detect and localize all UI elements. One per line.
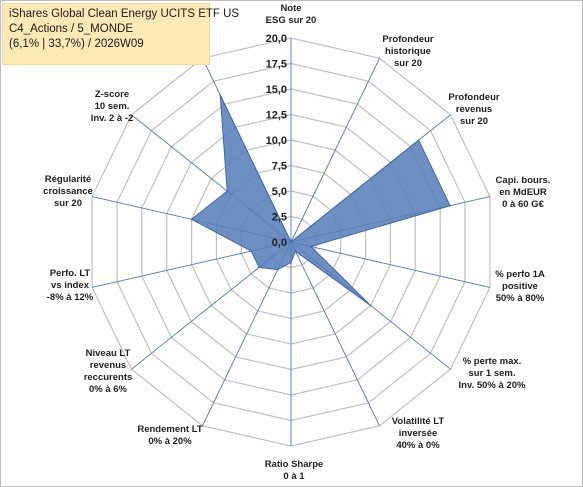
data-point <box>219 94 221 96</box>
data-point <box>417 139 420 141</box>
chart-title-line-1: iShares Global Clean Energy UCITS ETF US <box>9 8 240 20</box>
axis-spoke <box>290 241 491 288</box>
series-area <box>190 94 451 307</box>
tick-label: 2,5 <box>272 212 287 224</box>
axis-label: Perfo. LT vs index -8% à 12% <box>47 268 94 303</box>
axis-label: % perfo 1A positive 50% à 80% <box>495 269 545 304</box>
data-point <box>290 261 292 264</box>
chart-title-box: iShares Global Clean Energy UCITS ETF US… <box>2 3 240 65</box>
tick-label: 5,0 <box>272 186 287 198</box>
axis-label: Niveau LT revenus reccurents 0% à 6% <box>84 348 133 395</box>
axis-label: Ratio Sharpe 0 à 1 <box>265 459 324 482</box>
data-point <box>310 245 312 248</box>
axis-label: Profondeur historique sur 20 <box>382 34 433 69</box>
data-point <box>226 190 228 192</box>
axis-spoke <box>202 241 292 426</box>
data-point <box>250 250 252 252</box>
tick-label: 10,0 <box>266 135 287 147</box>
tick-label: 17,5 <box>266 59 287 71</box>
chart-title-line-2: C4_Actions / 5_MONDE <box>9 23 133 35</box>
data-point <box>369 304 372 307</box>
tick-label: 0,0 <box>272 237 287 249</box>
axis-label: Note ESG sur 20 <box>266 3 317 26</box>
data-point <box>190 218 193 221</box>
chart-title-line-3: (6,1% | 33,7%) / 2026W09 <box>9 38 144 50</box>
data-point <box>276 268 279 271</box>
tick-label: 20,0 <box>266 33 287 45</box>
axis-label: Rendement LT 0% à 20% <box>137 424 202 447</box>
axis-label: Z-score 10 sem. Inv. 2 à -2 <box>91 89 134 124</box>
axis-label: Volatilité LT inversée 40% à 0% <box>392 416 445 451</box>
axis-label: Régularité croissance sur 20 <box>43 174 93 209</box>
tick-label: 12,5 <box>266 110 287 122</box>
radar-series <box>190 94 451 307</box>
data-point <box>294 250 297 252</box>
axis-label: Profondeur revenus sur 20 <box>448 92 499 127</box>
axis-spoke <box>290 241 380 426</box>
axis-spoke <box>290 58 380 243</box>
data-point <box>290 241 292 243</box>
data-point <box>449 204 451 207</box>
radar-tick-labels: 0,0 2,5 5,0 7,5 10,0 12,5 15,0 17,5 20,0 <box>266 33 287 249</box>
data-point <box>258 266 260 269</box>
tick-label: 7,5 <box>272 161 287 173</box>
axis-label: % perte max. sur 1 sem. Inv. 50% à 20% <box>459 356 526 391</box>
axis-label: Capi. bours. en MdEUR 0 à 60 G€ <box>496 175 551 210</box>
tick-label: 15,0 <box>266 84 287 96</box>
